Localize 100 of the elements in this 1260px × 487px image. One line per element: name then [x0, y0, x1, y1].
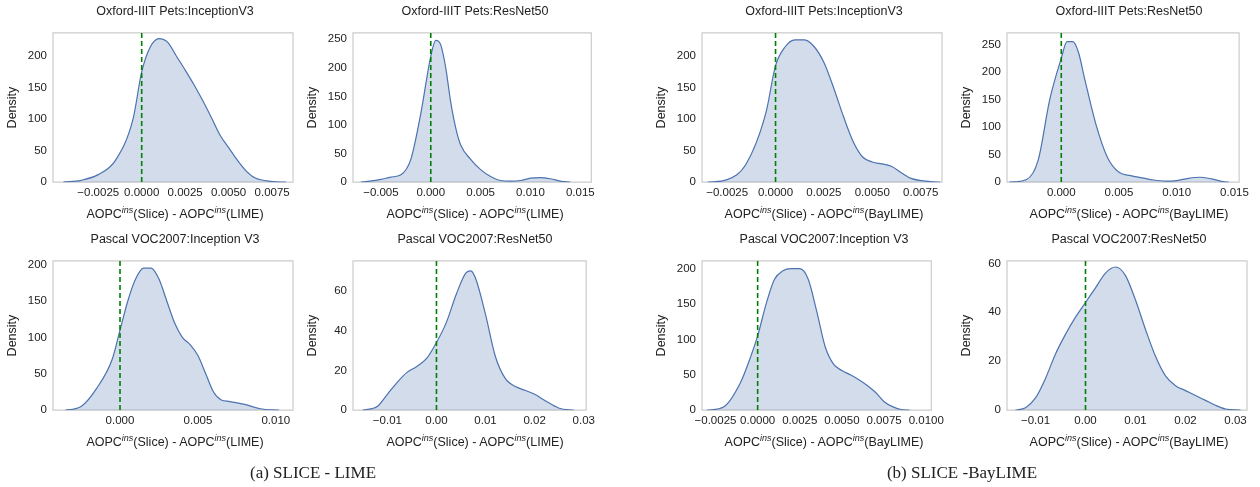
x-axis-title: AOPC$^{ins}$(Slice) - AOPC$^{ins}$(LIME) — [85, 433, 265, 450]
text: (b) SLICE -BayLIME — [885, 463, 1039, 483]
y-tick-label: 0 — [40, 175, 47, 188]
y-tick-label: 50 — [683, 143, 696, 156]
x-axis-title: AOPC$^{ins}$(Slice) - AOPC$^{ins}$(LIME) — [385, 205, 565, 222]
x-tick-label: 0.0050 — [211, 186, 247, 199]
x-tick-label: 0.0025 — [167, 186, 203, 199]
x-tick-label: 0.03 — [1224, 414, 1247, 427]
x-tick-label: 0.0000 — [124, 186, 160, 199]
y-tick-label: 250 — [327, 32, 347, 45]
x-tick-label: 0.0075 — [254, 186, 290, 199]
y-tick-label: 100 — [981, 120, 1001, 133]
y-tick-label: 40 — [988, 305, 1001, 318]
chart-title: Oxford-IIIT Pets:InceptionV3 — [744, 4, 904, 18]
y-tick-label: 0 — [340, 403, 347, 416]
y-tick-label: 0 — [40, 403, 47, 416]
x-tick-label: −0.0025 — [706, 186, 749, 199]
x-axis-title: AOPC$^{ins}$(Slice) - AOPC$^{ins}$(BayLIME) — [723, 433, 925, 450]
y-tick-label: 0 — [689, 403, 696, 416]
chart-title: Pascal VOC2007:Inception V3 — [89, 232, 261, 246]
y-tick-label: 150 — [676, 297, 696, 310]
y-tick-label: 150 — [327, 89, 347, 102]
x-tick-label: 0.0050 — [824, 414, 860, 427]
x-axis-title: AOPC$^{ins}$(Slice) - AOPC$^{ins}$(BayLIME) — [1028, 433, 1230, 450]
x-tick-label: −0.01 — [1020, 414, 1051, 427]
y-axis-title: Density — [4, 85, 19, 129]
y-axis-title: Density — [304, 85, 319, 129]
y-tick-label: 0 — [689, 175, 696, 188]
y-tick-label: 200 — [27, 49, 47, 62]
x-tick-label: 0.00 — [425, 414, 448, 427]
chart-title: Pascal VOC2007:Inception V3 — [738, 232, 910, 246]
x-tick-label: 0.01 — [474, 414, 497, 427]
y-tick-label: 200 — [981, 65, 1001, 78]
x-tick-label: 0.0000 — [740, 414, 776, 427]
y-tick-label: 20 — [988, 354, 1001, 367]
y-tick-label: 200 — [676, 49, 696, 62]
x-tick-label: 0.0075 — [866, 414, 902, 427]
y-tick-label: 50 — [34, 366, 47, 379]
y-tick-label: 250 — [981, 37, 1001, 50]
x-tick-label: 0.000 — [105, 414, 135, 427]
y-tick-label: 100 — [27, 330, 47, 343]
x-tick-label: 0.02 — [523, 414, 546, 427]
y-tick-label: 50 — [988, 147, 1001, 160]
y-axis-title: Density — [958, 313, 973, 357]
y-tick-label: 100 — [27, 112, 47, 125]
y-axis-title: Density — [653, 313, 668, 357]
chart-title: Pascal VOC2007:ResNet50 — [1050, 232, 1208, 246]
x-tick-label: 0.0075 — [903, 186, 939, 199]
y-tick-label: 100 — [676, 112, 696, 125]
x-tick-label: 0.005 — [1104, 186, 1134, 199]
x-tick-label: 0.015 — [1220, 186, 1249, 199]
x-tick-label: 0.0025 — [806, 186, 842, 199]
y-tick-label: 100 — [676, 332, 696, 345]
text: (a) SLICE - LIME — [248, 463, 378, 483]
x-tick-label: −0.005 — [363, 186, 399, 199]
x-axis-title: AOPC$^{ins}$(Slice) - AOPC$^{ins}$(LIME) — [385, 433, 565, 450]
y-axis-title: Density — [4, 313, 19, 357]
chart-title: Oxford-IIIT Pets:ResNet50 — [1054, 4, 1204, 18]
y-tick-label: 0 — [994, 175, 1001, 188]
y-tick-label: 150 — [27, 80, 47, 93]
y-tick-label: 50 — [34, 143, 47, 156]
x-tick-label: 0.015 — [565, 186, 595, 199]
x-tick-label: 0.005 — [183, 414, 213, 427]
x-axis-title: AOPC$^{ins}$(Slice) - AOPC$^{ins}$(LIME) — [85, 205, 265, 222]
x-tick-label: 0.005 — [466, 186, 496, 199]
y-tick-label: 0 — [994, 403, 1001, 416]
x-tick-label: 0.02 — [1174, 414, 1197, 427]
x-tick-label: −0.01 — [372, 414, 402, 427]
y-tick-label: 150 — [981, 92, 1001, 105]
y-tick-label: 150 — [27, 294, 47, 307]
chart-title: Oxford-IIIT Pets:ResNet50 — [400, 4, 550, 18]
y-axis-title: Density — [653, 85, 668, 129]
x-tick-label: −0.0025 — [77, 186, 120, 199]
x-tick-label: 0.010 — [261, 414, 291, 427]
y-tick-label: 40 — [334, 323, 347, 336]
x-tick-label: −0.0025 — [694, 414, 737, 427]
y-tick-label: 20 — [334, 363, 347, 376]
y-tick-label: 60 — [334, 283, 347, 296]
x-tick-label: 0.010 — [516, 186, 545, 199]
x-tick-label: 0.0050 — [854, 186, 890, 199]
y-tick-label: 0 — [340, 175, 347, 188]
x-axis-title: AOPC$^{ins}$(Slice) - AOPC$^{ins}$(BayLIME) — [1028, 205, 1230, 222]
x-tick-label: 0.0100 — [908, 414, 944, 427]
y-tick-label: 200 — [27, 257, 47, 270]
x-tick-label: 0.010 — [1162, 186, 1192, 199]
y-tick-label: 100 — [327, 118, 347, 131]
y-axis-title: Density — [958, 85, 973, 129]
chart-title: Oxford-IIIT Pets:InceptionV3 — [95, 4, 255, 18]
y-tick-label: 50 — [683, 367, 696, 380]
y-tick-label: 50 — [334, 146, 347, 159]
y-tick-label: 200 — [327, 60, 347, 73]
x-tick-label: 0.03 — [572, 414, 595, 427]
y-axis-title: Density — [304, 313, 319, 357]
x-tick-label: 0.0000 — [757, 186, 794, 199]
x-axis-title: AOPC$^{ins}$(Slice) - AOPC$^{ins}$(BayLIME) — [723, 205, 925, 222]
y-tick-label: 150 — [676, 80, 696, 93]
y-tick-label: 60 — [988, 256, 1001, 269]
x-tick-label: 0.00 — [1074, 414, 1097, 427]
chart-title: Pascal VOC2007:ResNet50 — [396, 232, 554, 246]
x-tick-label: 0.000 — [416, 186, 446, 199]
